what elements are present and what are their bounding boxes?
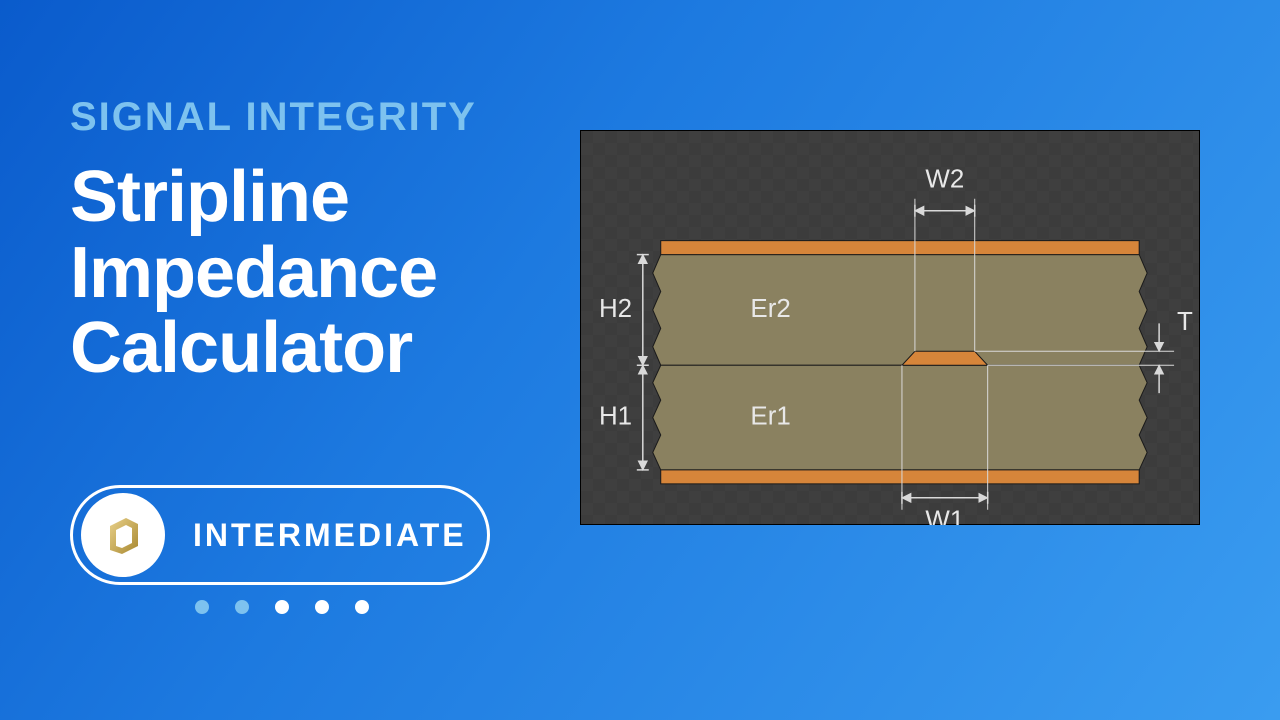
category-label: SIGNAL INTEGRITY xyxy=(70,95,477,140)
svg-text:Er1: Er1 xyxy=(750,402,790,430)
svg-text:W1: W1 xyxy=(925,507,964,525)
dot xyxy=(275,600,289,614)
svg-text:Er2: Er2 xyxy=(750,295,790,323)
dot xyxy=(195,600,209,614)
difficulty-label: INTERMEDIATE xyxy=(193,517,467,554)
dot xyxy=(315,600,329,614)
difficulty-badge: INTERMEDIATE xyxy=(70,485,490,585)
title-line: Impedance xyxy=(70,233,437,313)
svg-text:W2: W2 xyxy=(925,166,964,194)
page-title: Stripline Impedance Calculator xyxy=(70,160,437,387)
dot xyxy=(235,600,249,614)
svg-text:T: T xyxy=(1177,308,1193,336)
difficulty-dots xyxy=(195,600,369,614)
title-line: Stripline xyxy=(70,157,349,237)
svg-text:H2: H2 xyxy=(599,295,632,323)
stripline-svg: H2 H1 Er2 Er1 W2 W1 T xyxy=(581,131,1199,525)
brand-logo xyxy=(81,493,165,577)
dot xyxy=(355,600,369,614)
cross-section-diagram: H2 H1 Er2 Er1 W2 W1 T xyxy=(580,130,1200,525)
svg-text:H1: H1 xyxy=(599,402,632,430)
title-line: Calculator xyxy=(70,308,412,388)
thumbnail-canvas: SIGNAL INTEGRITY Stripline Impedance Cal… xyxy=(0,0,1280,720)
altium-icon xyxy=(98,510,148,560)
